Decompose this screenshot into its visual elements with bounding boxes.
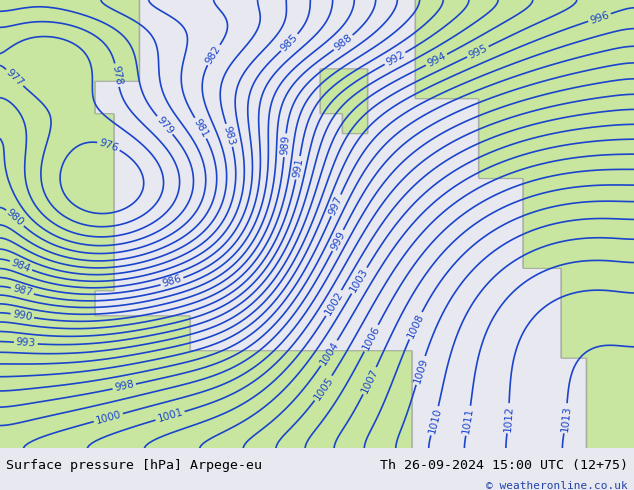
Text: 1005: 1005 [312, 374, 335, 402]
Text: 980: 980 [4, 208, 26, 228]
Text: 979: 979 [155, 115, 175, 136]
Text: 992: 992 [384, 49, 406, 68]
Text: 1011: 1011 [462, 407, 476, 435]
Text: 994: 994 [425, 51, 448, 69]
Text: 991: 991 [291, 157, 305, 178]
Text: 1009: 1009 [412, 356, 429, 385]
Text: 976: 976 [98, 137, 120, 153]
Text: 977: 977 [4, 67, 25, 88]
Text: 1013: 1013 [559, 405, 572, 432]
Text: 993: 993 [15, 338, 36, 349]
Text: 1008: 1008 [405, 312, 425, 340]
Text: 1007: 1007 [359, 367, 380, 395]
Text: 1002: 1002 [323, 289, 345, 317]
Text: 986: 986 [161, 274, 183, 289]
Text: 1006: 1006 [361, 324, 382, 352]
Text: 978: 978 [110, 65, 124, 86]
Text: 985: 985 [279, 32, 300, 53]
Text: 996: 996 [588, 10, 611, 25]
Text: 999: 999 [329, 229, 347, 251]
Text: 1004: 1004 [318, 340, 340, 367]
Text: 995: 995 [467, 43, 489, 61]
Text: 1001: 1001 [156, 407, 184, 424]
Text: 997: 997 [327, 194, 345, 217]
Text: 998: 998 [113, 380, 135, 393]
Text: 981: 981 [191, 117, 210, 139]
Text: 1003: 1003 [348, 267, 370, 294]
Text: 984: 984 [10, 257, 32, 274]
Text: 1000: 1000 [94, 409, 122, 426]
Text: 988: 988 [332, 32, 354, 52]
Text: © weatheronline.co.uk: © weatheronline.co.uk [486, 481, 628, 490]
Text: Surface pressure [hPa] Arpege-eu: Surface pressure [hPa] Arpege-eu [6, 459, 262, 471]
Text: 983: 983 [222, 124, 237, 146]
Text: Th 26-09-2024 15:00 UTC (12+75): Th 26-09-2024 15:00 UTC (12+75) [380, 459, 628, 471]
Text: 1010: 1010 [427, 407, 443, 435]
Text: 990: 990 [11, 309, 33, 322]
Text: 982: 982 [204, 44, 223, 66]
Text: 1012: 1012 [502, 405, 514, 432]
Text: 989: 989 [279, 135, 291, 156]
Text: 987: 987 [11, 284, 33, 298]
